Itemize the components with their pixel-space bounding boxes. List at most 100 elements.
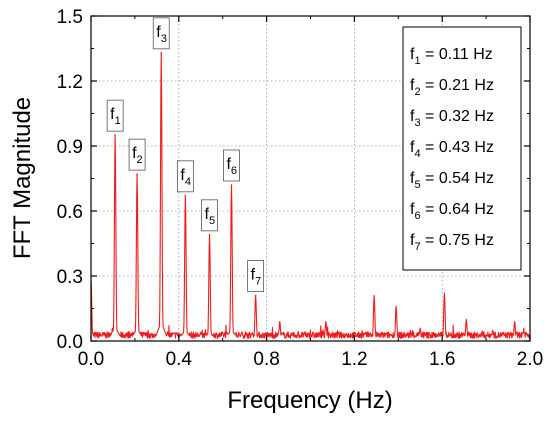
peak-label-box xyxy=(247,260,265,292)
legend-entry-sub: 4 xyxy=(414,148,420,160)
legend-entry-f1: f1 = 0.11 Hz xyxy=(410,46,493,67)
peak-point-f5 xyxy=(208,234,211,236)
legend-entry-value: = 0.32 Hz xyxy=(421,108,494,125)
peak-label-main: f xyxy=(180,167,185,184)
y-tick-label: 1.5 xyxy=(57,7,83,28)
peak-label-f1: f1 xyxy=(106,99,124,132)
peak-label-text: f3 xyxy=(156,24,167,45)
peak-label-main: f xyxy=(132,145,137,162)
legend-entry-text: f5 = 0.54 Hz xyxy=(410,170,494,191)
legend-entry-sub: 1 xyxy=(414,55,420,67)
legend-entry-symbol: f xyxy=(410,108,415,125)
fft-series-line xyxy=(90,52,531,339)
peak-label-f4: f4 xyxy=(176,160,194,193)
legend-entry-text: f6 = 0.64 Hz xyxy=(410,201,494,222)
legend-entry-symbol: f xyxy=(410,46,415,63)
peak-label-sub: 4 xyxy=(185,176,191,188)
legend-entry-symbol: f xyxy=(410,77,415,94)
peak-label-sub: 2 xyxy=(137,154,143,166)
x-axis-title: Frequency (Hz) xyxy=(227,387,392,414)
series-layer xyxy=(90,52,531,339)
legend-entry-symbol: f xyxy=(410,201,415,218)
peak-label-text: f7 xyxy=(251,267,262,288)
peak-label-main: f xyxy=(110,106,115,123)
legend-entry-sub: 6 xyxy=(414,210,420,222)
peak-label-text: f1 xyxy=(110,106,121,127)
peak-label-main: f xyxy=(156,24,161,41)
peak-label-sub: 3 xyxy=(161,33,167,45)
x-tick-label: 2.0 xyxy=(517,349,543,370)
y-tick-label: 1.2 xyxy=(57,72,83,93)
legend-entry-value: = 0.54 Hz xyxy=(421,170,494,187)
legend-entry-text: f7 = 0.75 Hz xyxy=(410,232,494,253)
legend-entry-symbol: f xyxy=(410,232,415,249)
peak-label-text: f6 xyxy=(226,156,237,177)
x-tick-label: 1.6 xyxy=(429,349,455,370)
peak-label-box xyxy=(201,199,218,232)
legend-entry-f5: f5 = 0.54 Hz xyxy=(410,170,494,191)
legend-entry-f7: f7 = 0.75 Hz xyxy=(410,232,494,253)
peak-label-main: f xyxy=(205,206,210,223)
x-tick-label: 0.4 xyxy=(166,349,193,370)
peak-point-f1 xyxy=(114,134,116,136)
legend-entry-text: f1 = 0.11 Hz xyxy=(410,46,493,67)
peak-label-text: f4 xyxy=(180,167,191,188)
y-tick-label: 0.9 xyxy=(57,137,83,158)
legend-entry-value: = 0.21 Hz xyxy=(421,77,494,94)
peak-label-f3: f3 xyxy=(152,17,170,50)
peak-point-f7 xyxy=(254,294,257,297)
legend-entry-symbol: f xyxy=(410,170,415,187)
legend-entry-symbol: f xyxy=(410,139,415,156)
peak-label-main: f xyxy=(226,156,231,173)
peak-label-text: f5 xyxy=(205,206,216,227)
y-tick-label: 0.0 xyxy=(57,332,83,353)
peak-label-sub: 7 xyxy=(255,276,261,288)
legend-entry-sub: 2 xyxy=(414,86,420,98)
legend-entry-f4: f4 = 0.43 Hz xyxy=(410,139,494,160)
peak-label-text: f2 xyxy=(132,145,143,166)
peak-label-sub: 1 xyxy=(115,115,121,127)
peak-label-sub: 6 xyxy=(231,165,237,177)
ticks-layer: 0.0 0.4 0.8 1.2 1.6 2.0 0.0 0.3 0.6 0.9 1.2 1.5 xyxy=(57,7,544,370)
peak-label-box xyxy=(176,160,194,193)
y-tick-label: 0.6 xyxy=(57,202,83,223)
legend-entry-text: f2 = 0.21 Hz xyxy=(410,77,494,98)
legend-box xyxy=(402,26,522,271)
peak-label-sub: 5 xyxy=(209,215,215,227)
x-tick-label: 1.2 xyxy=(341,349,367,370)
peak-label-main: f xyxy=(251,267,256,284)
legend-entry-value: = 0.75 Hz xyxy=(421,232,494,249)
grid-layer xyxy=(91,16,530,341)
peak-label-box xyxy=(128,138,146,171)
peak-label-f5: f5 xyxy=(201,199,218,232)
legend-entry-sub: 7 xyxy=(414,241,420,253)
legend-entry-value: = 0.11 Hz xyxy=(421,46,493,63)
peak-label-f2: f2 xyxy=(128,138,146,171)
legend-entry-text: f3 = 0.32 Hz xyxy=(410,108,494,129)
legend-entry-sub: 3 xyxy=(414,117,420,129)
x-tick-label: 0.8 xyxy=(253,349,279,370)
y-tick-label: 0.3 xyxy=(57,267,83,288)
peak-point-f4 xyxy=(184,195,187,197)
legend-entry-f2: f2 = 0.21 Hz xyxy=(410,77,494,98)
peak-label-box xyxy=(152,17,170,50)
peak-label-box xyxy=(223,149,240,182)
x-tick-label: 0.0 xyxy=(78,349,104,370)
y-axis-title: FFT Magnitude xyxy=(9,97,36,259)
legend-entry-text: f4 = 0.43 Hz xyxy=(410,139,494,160)
peak-point-f3 xyxy=(160,52,163,54)
legend-entry-f6: f6 = 0.64 Hz xyxy=(410,201,494,222)
peak-point-f6 xyxy=(230,184,233,186)
peak-label-box xyxy=(106,99,124,132)
peak-label-f7: f7 xyxy=(247,260,265,292)
legend-entry-value: = 0.64 Hz xyxy=(421,201,494,218)
legend-entry-f3: f3 = 0.32 Hz xyxy=(410,108,494,129)
peak-label-f6: f6 xyxy=(223,149,240,182)
legend-entry-sub: 5 xyxy=(414,179,420,191)
legend-entry-value: = 0.43 Hz xyxy=(421,139,494,156)
peak-point-f2 xyxy=(136,173,138,175)
